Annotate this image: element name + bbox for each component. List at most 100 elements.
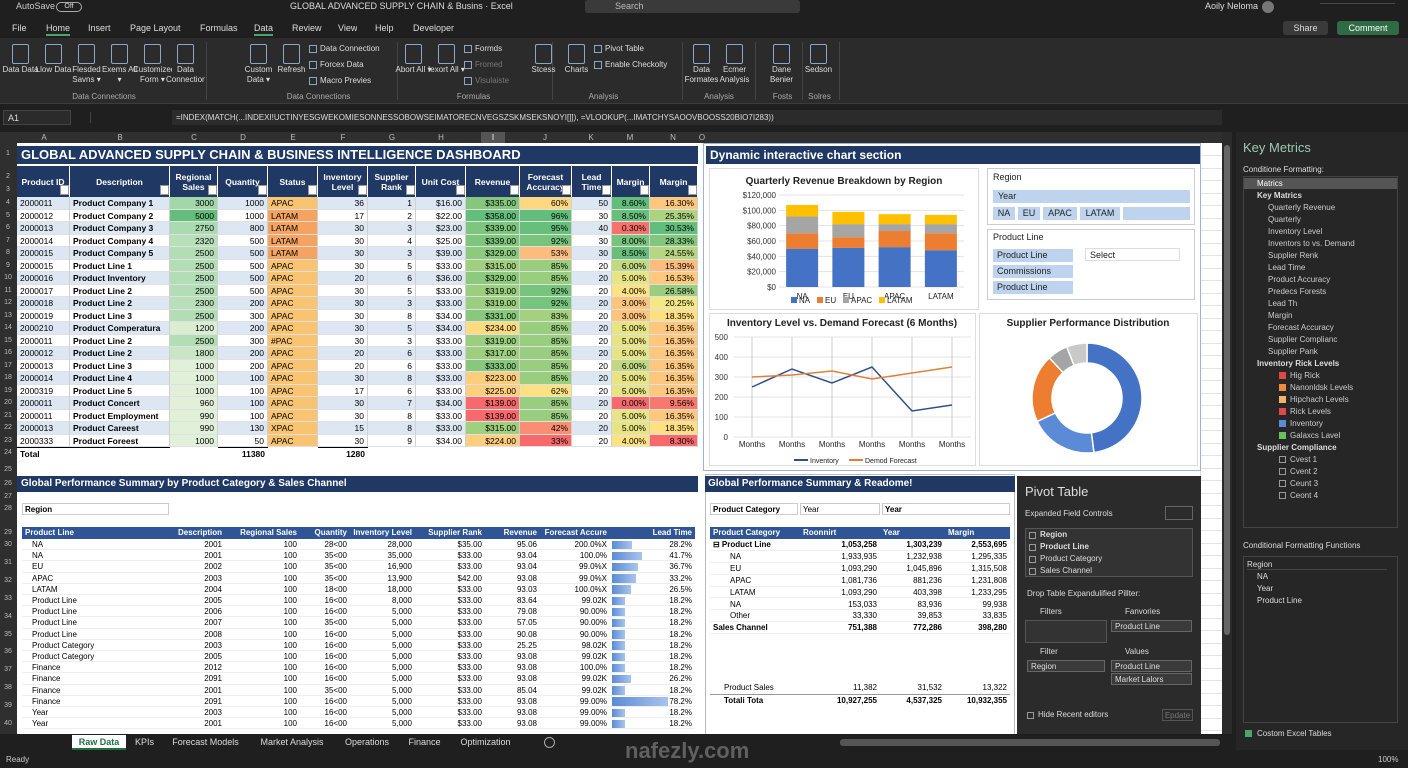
sheet-tab[interactable]: Forecast Models bbox=[172, 737, 239, 747]
checkbox[interactable] bbox=[1027, 712, 1034, 719]
ribbon-tab[interactable]: Developer bbox=[413, 23, 455, 33]
ribbon-small-button[interactable]: Fromed bbox=[475, 60, 503, 69]
ribbon-button[interactable]: Data Data bbox=[2, 65, 39, 74]
ribbon-small-button[interactable]: Visulaiste bbox=[475, 76, 510, 85]
ribbon-button[interactable]: Data Formates bbox=[684, 65, 719, 84]
area-dropdown[interactable]: Market Lalors bbox=[1111, 673, 1192, 685]
ribbon-small-button[interactable]: Pivot Table bbox=[605, 44, 644, 53]
ribbon-button[interactable]: Flesded Savns ▾ bbox=[72, 65, 101, 84]
table-cell: 20 bbox=[572, 409, 612, 422]
checkbox[interactable] bbox=[1029, 568, 1036, 575]
ribbon-button[interactable]: Abort All ▾ bbox=[395, 65, 432, 74]
ribbon-tab[interactable]: Home bbox=[46, 21, 71, 36]
pivot-filter[interactable]: Year bbox=[800, 503, 880, 515]
ribbon-button[interactable]: Refresh bbox=[277, 65, 306, 74]
area-dropdown[interactable]: Region bbox=[1027, 660, 1105, 672]
slicer-select[interactable]: Select bbox=[1085, 248, 1180, 261]
ribbon-small-button[interactable]: Enable Checkolty bbox=[605, 60, 668, 69]
filter-button[interactable] bbox=[562, 185, 571, 195]
region-filter[interactable]: Region bbox=[22, 503, 169, 515]
name-box[interactable]: A1 bbox=[3, 110, 71, 125]
ribbon-button[interactable]: Iexort All ▾ bbox=[428, 65, 465, 74]
add-sheet[interactable] bbox=[544, 737, 555, 748]
autosave-toggle[interactable]: Off bbox=[56, 2, 82, 12]
checkbox[interactable] bbox=[1029, 544, 1036, 551]
ribbon-tab[interactable]: Data bbox=[254, 21, 274, 36]
slicer-dropdown[interactable]: Year bbox=[993, 190, 1190, 203]
ribbon-button[interactable]: Charts bbox=[564, 65, 589, 74]
ribbon-tab[interactable]: Formulas bbox=[200, 23, 238, 33]
filter-button[interactable] bbox=[308, 185, 317, 195]
ribbon-button[interactable]: Llow Data bbox=[35, 65, 72, 74]
sheet-tab[interactable]: Operations bbox=[344, 737, 390, 747]
slicer-item[interactable]: LATAM bbox=[1080, 207, 1120, 220]
ribbon-tab[interactable]: Review bbox=[292, 23, 322, 33]
update-button[interactable]: Epdate bbox=[1162, 709, 1193, 721]
ribbon-button[interactable]: Stcess bbox=[531, 65, 556, 74]
table-cell: APAC bbox=[268, 297, 318, 310]
header-cell: Regional Sales bbox=[225, 527, 300, 539]
table-cell: 6 bbox=[368, 384, 416, 397]
filter-button[interactable] bbox=[640, 185, 649, 195]
header-cell: Roonnirt bbox=[800, 527, 880, 539]
pivot-filter[interactable]: Year bbox=[882, 503, 1010, 515]
ribbon-small-button[interactable]: Forcex Data bbox=[320, 60, 364, 69]
slicer-item[interactable]: EU bbox=[1018, 207, 1040, 220]
area-dropdown[interactable]: Product Line bbox=[1111, 660, 1192, 672]
table-cell: Product Company 5 bbox=[70, 247, 170, 260]
pivot-cell: 4,537,325 bbox=[880, 694, 945, 706]
layout-button[interactable] bbox=[1165, 506, 1193, 520]
table-cell: 5.00% bbox=[612, 347, 650, 360]
filter-button[interactable] bbox=[456, 185, 465, 195]
ribbon-button[interactable]: Custom Data ▾ bbox=[244, 65, 273, 84]
search-box[interactable]: Search bbox=[585, 0, 800, 13]
table-cell: $33.00 bbox=[416, 347, 466, 360]
ribbon-tab[interactable]: Help bbox=[375, 23, 394, 33]
filter-button[interactable] bbox=[160, 185, 169, 195]
slicer-item[interactable]: Product Line bbox=[993, 281, 1073, 294]
ribbon-tab[interactable]: Insert bbox=[88, 23, 111, 33]
checkbox[interactable] bbox=[1245, 730, 1252, 737]
ribbon-tab[interactable]: View bbox=[338, 23, 358, 33]
filter-button[interactable] bbox=[688, 185, 697, 195]
checkbox[interactable] bbox=[1029, 532, 1036, 539]
table-cell: 3 bbox=[368, 247, 416, 260]
checkbox[interactable] bbox=[1029, 556, 1036, 563]
filter-button[interactable] bbox=[358, 185, 367, 195]
sheet-tab[interactable]: KPIs bbox=[134, 737, 154, 747]
formula-text[interactable]: =INDEX(MATCH(...INDEXI!UCTINYESGWEKOMIES… bbox=[172, 110, 1222, 125]
comment-button[interactable]: Comment bbox=[1337, 21, 1399, 35]
ribbon-button[interactable]: Data Connection ▾ bbox=[166, 65, 205, 87]
area-dropdown[interactable]: Product Line bbox=[1111, 620, 1192, 632]
ribbon-tab[interactable]: Page Layout bbox=[130, 23, 181, 33]
ribbon-small-button[interactable]: Data Connection bbox=[320, 44, 380, 53]
filter-button[interactable] bbox=[208, 185, 217, 195]
filter-button[interactable] bbox=[60, 185, 69, 195]
header-cell: Product Line bbox=[22, 527, 165, 539]
sheet-tab[interactable]: Raw Data bbox=[72, 735, 126, 750]
ribbon-small-button[interactable]: Formds bbox=[475, 44, 503, 53]
filter-button[interactable] bbox=[510, 185, 519, 195]
window-controls bbox=[1320, 3, 1395, 11]
sheet-tab[interactable]: Optimization bbox=[460, 737, 511, 747]
slicer-item[interactable]: NA bbox=[993, 207, 1015, 220]
filter-button[interactable] bbox=[406, 185, 415, 195]
ribbon-button[interactable]: Dane Benier bbox=[769, 65, 794, 84]
ribbon-button[interactable]: Exems All ▾ bbox=[101, 65, 138, 84]
sheet-tab[interactable]: Finance bbox=[408, 737, 441, 747]
ribbon-tab[interactable]: File bbox=[12, 23, 27, 33]
pivot-filter[interactable]: Product Category bbox=[710, 503, 798, 515]
share-button[interactable]: Share bbox=[1283, 21, 1328, 35]
ribbon-button[interactable]: Sedson bbox=[804, 65, 833, 74]
ribbon-small-button[interactable]: Macro Previes bbox=[320, 76, 372, 85]
sheet-tab[interactable]: Market Analysis bbox=[260, 737, 324, 747]
header-cell: Description bbox=[165, 527, 225, 539]
filter-button[interactable] bbox=[602, 185, 611, 195]
slicer-item[interactable]: Product Line bbox=[993, 249, 1073, 262]
slicer-item[interactable]: APAC bbox=[1043, 207, 1077, 220]
slicer-item[interactable]: Commissions bbox=[993, 265, 1073, 278]
ribbon-button[interactable]: Customized Form ▾ bbox=[133, 65, 172, 84]
ribbon-button[interactable]: Ecmer Analysis bbox=[719, 65, 750, 84]
table-cell: $319.00 bbox=[466, 284, 520, 297]
filter-button[interactable] bbox=[258, 185, 267, 195]
